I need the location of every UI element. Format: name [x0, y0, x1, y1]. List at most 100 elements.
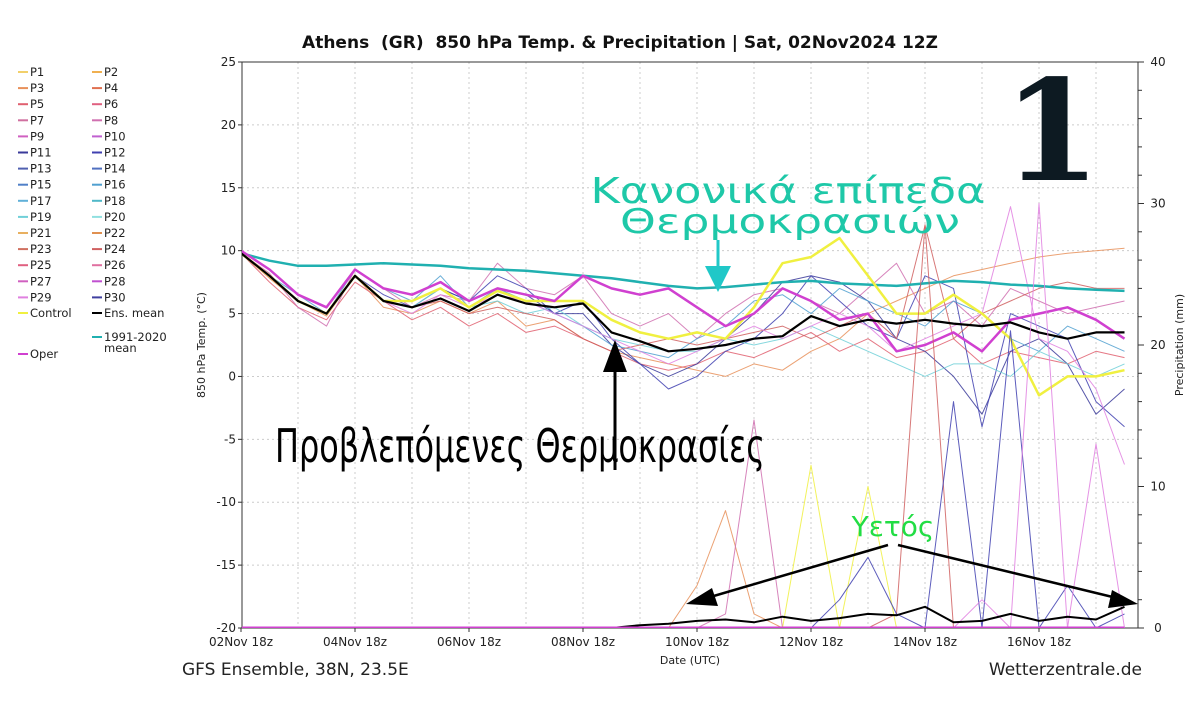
annotation-normal-levels-line1: Κανονικά επίπεδα: [591, 171, 986, 212]
y2-tick-label: 20: [1150, 338, 1165, 352]
legend-label: P8: [104, 113, 118, 127]
legend-item: P10: [92, 129, 126, 143]
legend-label: P7: [30, 113, 44, 127]
y2-tick-label: 40: [1150, 55, 1165, 69]
legend-item: P24: [92, 242, 126, 256]
legend-label: P18: [104, 194, 126, 208]
legend-label: P11: [30, 146, 52, 160]
legend-label: P10: [104, 129, 126, 143]
x-tick-label: 12Nov 18z: [779, 635, 843, 649]
legend-label: P6: [104, 97, 118, 111]
legend-label: P20: [104, 210, 126, 224]
arrows-precipitation: [686, 543, 1138, 608]
x-tick-label: 06Nov 18z: [437, 635, 501, 649]
y-tick-label: 25: [221, 55, 236, 69]
y-tick-label: 5: [228, 307, 236, 321]
y-tick-label: 20: [221, 118, 236, 132]
temp-series-ens-mean: [242, 252, 1125, 353]
y-tick-label: 0: [228, 369, 236, 383]
legend-item: Control: [18, 306, 72, 320]
legend-item: P22: [92, 226, 126, 240]
precip-series-control: [242, 464, 1125, 628]
y-tick-label: -10: [216, 495, 236, 509]
legend-label: P12: [104, 146, 126, 160]
legend-item: P23: [18, 242, 52, 256]
x-axis: 02Nov 18z 04Nov 18z 06Nov 18z 08Nov 18z 10No…: [209, 628, 1071, 649]
y2-tick-label: 30: [1150, 197, 1165, 211]
x-axis-label: Date (UTC): [660, 654, 720, 667]
legend-item: 1991-2020 mean: [92, 330, 167, 355]
legend-label: P29: [30, 290, 52, 304]
series-layer: [242, 203, 1126, 628]
legend-item: P29: [18, 290, 52, 304]
y2-tick-label: 0: [1154, 621, 1162, 635]
temp-series-p8: [242, 253, 1125, 340]
y-tick-label: -15: [216, 558, 236, 572]
legend-label: P1: [30, 65, 44, 79]
legend-label: P5: [30, 97, 44, 111]
footer-site: Wetterzentrale.de: [989, 660, 1142, 680]
x-tick-label: 16Nov 18z: [1007, 635, 1071, 649]
temp-series-p12: [242, 253, 1125, 428]
legend-item: P14: [92, 162, 126, 176]
legend-label: P25: [30, 258, 52, 272]
precip-series-p29: [242, 203, 1125, 628]
legend-item: Ens. mean: [92, 306, 164, 320]
legend-label: P30: [104, 290, 126, 304]
legend-label: Oper: [30, 347, 58, 361]
legend-item: P30: [92, 290, 126, 304]
legend-label: 1991-2020 mean: [104, 330, 167, 355]
legend-item: P4: [92, 81, 118, 95]
legend-label: P17: [30, 194, 52, 208]
legend-label: P27: [30, 274, 52, 288]
legend-label: P16: [104, 178, 126, 192]
y-tick-label: 10: [221, 244, 236, 258]
precip-series-p12: [242, 330, 1125, 628]
legend-item: P17: [18, 194, 52, 208]
legend-item: Oper: [18, 347, 58, 361]
legend-label: Ens. mean: [104, 306, 164, 320]
footer-source: GFS Ensemble, 38N, 23.5E: [182, 660, 409, 680]
chart-title: Athens (GR) 850 hPa Temp. & Precipitatio…: [302, 33, 938, 53]
legend-label: P24: [104, 242, 126, 256]
y-tick-label: -5: [224, 432, 236, 446]
legend-item: P19: [18, 210, 52, 224]
legend-label: P9: [30, 129, 44, 143]
legend-label: P22: [104, 226, 126, 240]
precip-series-ens-mean: [242, 605, 1125, 628]
legend-item: P12: [92, 146, 126, 160]
legend-item: P25: [18, 258, 52, 272]
legend-label: P3: [30, 81, 44, 95]
legend-item: P27: [18, 274, 52, 288]
legend-item: P5: [18, 97, 44, 111]
legend-item: P21: [18, 226, 52, 240]
legend-label: P23: [30, 242, 52, 256]
legend-label: P4: [104, 81, 118, 95]
arrow-normal-levels: [705, 240, 731, 292]
legend-item: P18: [92, 194, 126, 208]
legend-item: P1: [18, 65, 44, 79]
legend-item: P13: [18, 162, 52, 176]
legend-item: P6: [92, 97, 118, 111]
legend-label: P15: [30, 178, 52, 192]
legend-label: P2: [104, 65, 118, 79]
legend-item: P28: [92, 274, 126, 288]
legend-item: P15: [18, 178, 52, 192]
x-tick-label: 02Nov 18z: [209, 635, 273, 649]
annotation-number: 1: [1003, 50, 1100, 214]
precip-series-p3: [242, 510, 1125, 628]
annotation-forecast-temps: Προβλεπόμενες Θερμοκρασίες: [275, 419, 765, 473]
legend-item: P3: [18, 81, 44, 95]
y2-tick-label: 10: [1150, 480, 1165, 494]
temp-series-1991-2020-mean: [242, 252, 1125, 293]
legend-label: P19: [30, 210, 52, 224]
temp-series-oper: [242, 249, 1126, 353]
annotation-normal-levels-line2: Θερμοκρασιών: [620, 202, 960, 242]
legend-item: P7: [18, 113, 44, 127]
x-tick-label: 08Nov 18z: [551, 635, 615, 649]
legend-label: P21: [30, 226, 52, 240]
y-tick-label: -20: [216, 621, 236, 635]
annotation-precipitation: Υετός: [851, 510, 935, 543]
legend-item: P8: [92, 113, 118, 127]
